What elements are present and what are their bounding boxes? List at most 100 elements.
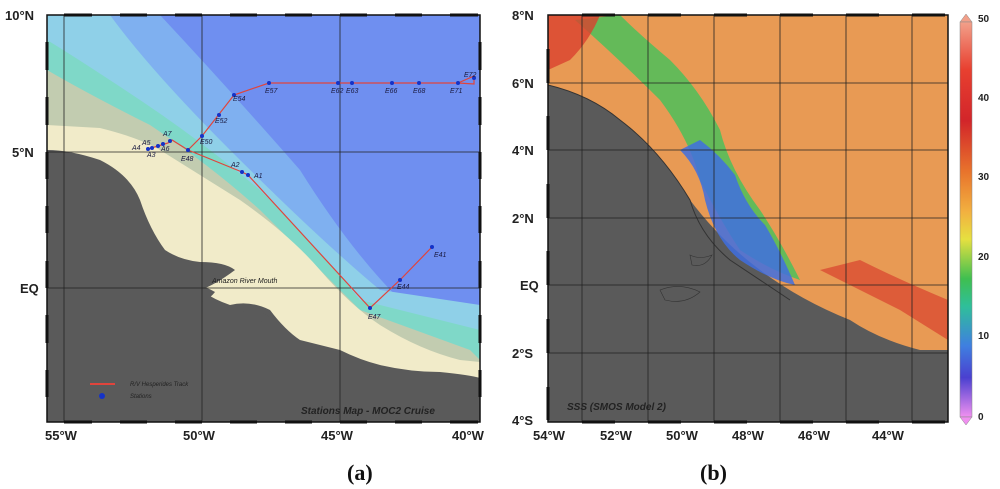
lon-tick-label: 50°W — [666, 428, 699, 443]
graticule — [548, 15, 948, 422]
lat-tick-label: 5°N — [12, 145, 34, 160]
colorbar-tick: 0 — [978, 412, 984, 423]
lat-tick-label: 6°N — [512, 76, 534, 91]
coastline — [548, 84, 791, 301]
station-label: E41 — [434, 252, 447, 259]
map-title: Stations Map - MOC2 Cruise — [301, 406, 435, 417]
lon-tick-label: 50°W — [183, 428, 216, 443]
lat-tick-label: 2°S — [512, 346, 533, 361]
colorbar-tick: 10 — [978, 331, 990, 342]
caption-letter-b: b — [707, 460, 719, 485]
lon-tick-label: 48°W — [732, 428, 765, 443]
station-label: A4 — [131, 145, 141, 152]
station-label: E54 — [233, 96, 246, 103]
lat-tick-label: 4°S — [512, 413, 533, 428]
river-mouth-label: Amazon River Mouth — [211, 278, 277, 285]
colorbar-tick: 20 — [978, 252, 990, 263]
station-dot — [146, 147, 150, 151]
lat-tick-label: EQ — [20, 281, 39, 296]
island — [240, 310, 270, 323]
lat-tick-label: EQ — [520, 278, 539, 293]
saline-patch — [548, 15, 600, 70]
station-label: E71 — [450, 88, 463, 95]
colorbar-tick: 40 — [978, 93, 990, 104]
watermark: Ocean Data View — [949, 363, 956, 420]
island — [162, 299, 185, 312]
land-mass — [47, 150, 480, 422]
panel-a-map: A1 A2 A3 A4 A5 A6 A7 E48 E50 E52 E54 E57… — [5, 8, 488, 485]
station-dot — [150, 146, 154, 150]
cruise-track-south — [187, 149, 433, 309]
colorbar-bottom-arrow — [959, 416, 973, 426]
island — [180, 286, 215, 303]
colorbar-gradient — [959, 21, 973, 418]
station-label: E48 — [181, 156, 194, 163]
map-legend: R/V Hesperides Track Stations — [90, 382, 189, 400]
station-dot — [161, 142, 165, 146]
station-label: E50 — [200, 139, 213, 146]
legend-track-label: R/V Hesperides Track — [130, 382, 189, 388]
station-label: A6 — [160, 146, 170, 153]
map-frame — [547, 14, 949, 423]
station-dot — [186, 148, 190, 152]
station-markers — [146, 76, 476, 310]
frame-ticks — [546, 13, 945, 424]
station-dot — [240, 170, 244, 174]
frame-ticks — [45, 13, 482, 424]
lon-tick-label: 54°W — [533, 428, 566, 443]
colorbar: 50 40 30 20 10 0 — [959, 13, 990, 426]
station-dot — [472, 76, 476, 80]
station-labels: A1 A2 A3 A4 A5 A6 A7 E48 E50 E52 E54 E57… — [131, 72, 477, 321]
legend-station-swatch — [99, 393, 105, 399]
lon-tick-label: 45°W — [321, 428, 354, 443]
colorbar-top-arrow — [959, 13, 973, 23]
station-label: A5 — [141, 140, 151, 147]
station-dot — [398, 278, 402, 282]
lon-tick-label: 40°W — [452, 428, 485, 443]
lon-tick-label: 46°W — [798, 428, 831, 443]
caption-a: (a) — [347, 460, 373, 485]
map-title: SSS (SMOS Model 2) — [567, 402, 667, 413]
station-dot — [267, 81, 271, 85]
station-label: E44 — [397, 284, 410, 291]
caption-b: (b) — [700, 460, 727, 485]
station-label: E72 — [464, 72, 477, 79]
station-dot — [350, 81, 354, 85]
station-label: E62 — [331, 88, 344, 95]
colorbar-tick: 30 — [978, 172, 990, 183]
island — [659, 286, 701, 302]
station-label: A3 — [146, 152, 156, 159]
lon-tick-label: 52°W — [600, 428, 633, 443]
colorbar-tick: 50 — [978, 14, 990, 25]
lon-tick-label: 44°W — [872, 428, 905, 443]
station-label: E47 — [368, 314, 382, 321]
lat-tick-label: 8°N — [512, 8, 534, 23]
station-dot — [430, 245, 434, 249]
caption-letter-a: a — [354, 460, 365, 485]
island — [689, 254, 713, 266]
saline-patch — [820, 260, 948, 340]
station-dot — [456, 81, 460, 85]
station-dot — [368, 306, 372, 310]
station-label: E66 — [385, 88, 398, 95]
station-label: A2 — [230, 162, 240, 169]
watermark: Ocean Data View — [481, 363, 488, 420]
station-label: E68 — [413, 88, 426, 95]
station-label: E57 — [265, 88, 279, 95]
station-dot — [200, 134, 204, 138]
plume-fresh — [680, 140, 795, 285]
station-label: A1 — [253, 173, 263, 180]
station-dot — [217, 113, 221, 117]
lon-tick-label: 55°W — [45, 428, 78, 443]
station-dot — [336, 81, 340, 85]
station-label: E63 — [346, 88, 359, 95]
station-dot — [156, 144, 160, 148]
island — [152, 311, 170, 323]
legend-station-label: Stations — [130, 394, 152, 400]
station-dot — [390, 81, 394, 85]
station-dot — [417, 81, 421, 85]
station-label: A7 — [162, 131, 173, 138]
station-dot — [232, 93, 236, 97]
station-dot — [168, 139, 172, 143]
